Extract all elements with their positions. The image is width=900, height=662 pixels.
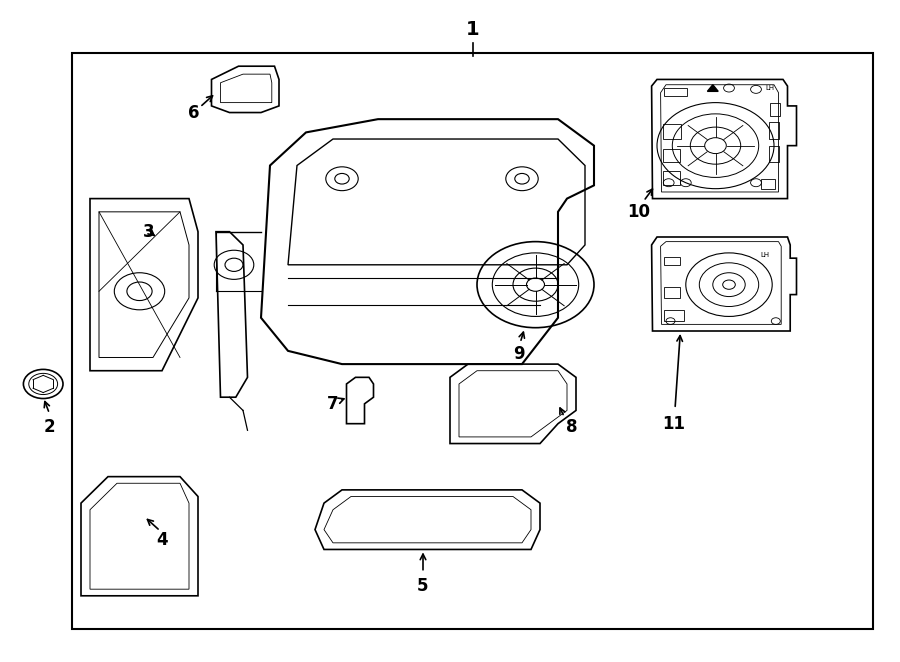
Bar [664, 310, 684, 321]
Bar [760, 179, 775, 189]
Bar [664, 287, 680, 298]
Text: LH: LH [760, 252, 770, 258]
Bar [770, 103, 780, 116]
Text: 9: 9 [514, 345, 525, 363]
Bar [663, 171, 680, 185]
Text: 5: 5 [418, 577, 428, 595]
Text: 3: 3 [143, 222, 154, 241]
Bar [664, 88, 687, 96]
Text: 10: 10 [627, 203, 651, 221]
Text: LH: LH [766, 85, 775, 91]
Bar [72, 53, 873, 629]
Text: 1: 1 [465, 21, 480, 39]
Bar [663, 149, 680, 162]
Bar [663, 124, 681, 139]
Text: 4: 4 [157, 530, 167, 549]
Text: 8: 8 [566, 418, 577, 436]
Bar [769, 122, 779, 139]
Polygon shape [707, 85, 718, 91]
Text: 6: 6 [188, 103, 199, 122]
Text: 11: 11 [662, 414, 685, 433]
Text: 2: 2 [44, 418, 55, 436]
Text: 7: 7 [328, 395, 338, 413]
Bar [769, 146, 779, 162]
Bar [664, 257, 680, 265]
